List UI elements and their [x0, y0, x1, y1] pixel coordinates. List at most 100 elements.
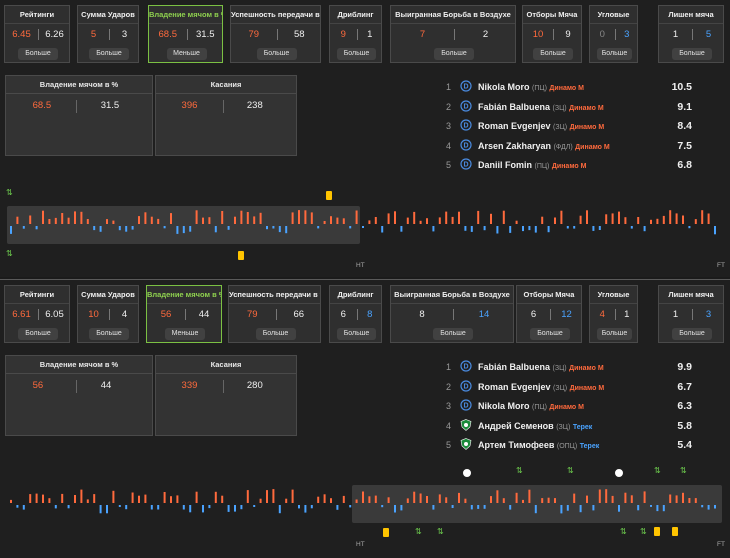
more-button[interactable]: Больше — [337, 328, 376, 340]
momentum-bar — [61, 493, 64, 503]
momentum-bar — [214, 226, 217, 233]
momentum-bar — [618, 505, 620, 512]
momentum-bar — [106, 219, 108, 224]
momentum-bar — [330, 216, 332, 224]
terek-logo-icon — [460, 438, 472, 450]
more-button[interactable]: Больше — [597, 328, 632, 340]
momentum-bar — [234, 505, 236, 512]
momentum-bar — [112, 220, 115, 224]
more-button[interactable]: Больше — [337, 48, 376, 60]
player-rank: 1 — [446, 82, 452, 92]
player-name[interactable]: Arsen Zakharyan (ФДЛ) Динамо М — [478, 141, 610, 151]
player-name[interactable]: Roman Evgenjev (ЗЦ) Динамо М — [478, 121, 604, 131]
possession-home-value: 56 — [32, 380, 44, 391]
momentum-bar — [118, 505, 121, 507]
stat-divider — [692, 309, 693, 320]
player-row[interactable]: 5 D Daniil Fomin (ПЦ) Динамо М 6.8 — [440, 156, 700, 176]
stat-divider — [109, 29, 110, 40]
momentum-bar — [48, 498, 51, 503]
player-row[interactable]: 4 D Arsen Zakharyan (ФДЛ) Динамо М 7.5 — [440, 137, 700, 157]
stat-title: Дриблинг — [330, 6, 381, 24]
player-name[interactable]: Nikola Moro (ПЦ) Динамо М — [478, 401, 584, 411]
more-button[interactable]: Больше — [530, 328, 570, 340]
stat-away-value: 1 — [367, 29, 373, 40]
more-button[interactable]: Больше — [18, 328, 58, 340]
touches-values: 339 280 — [156, 374, 296, 398]
momentum-bar — [451, 216, 454, 224]
stat-title: Рейтинги — [5, 6, 69, 24]
momentum-bar — [362, 226, 364, 228]
less-button[interactable]: Меньше — [165, 328, 205, 340]
stat-home-value: 4 — [599, 309, 605, 320]
momentum-bar — [477, 505, 480, 509]
player-row[interactable]: 2 D Roman Evgenjev (ЗЦ) Динамо М 6.7 — [440, 378, 700, 398]
momentum-bar — [170, 213, 172, 224]
player-row[interactable]: 4 Андрей Семенов (ЗЦ) Терек 5.8 — [440, 417, 700, 437]
player-row[interactable]: 2 D Fabián Balbuena (ЗЦ) Динамо М 9.1 — [440, 98, 700, 118]
player-row[interactable]: 1 D Fabián Balbuena (ЗЦ) Динамо М 9.9 — [440, 358, 700, 378]
momentum-bar — [438, 217, 441, 224]
more-button[interactable]: Больше — [18, 48, 58, 60]
player-team: Терек — [572, 423, 593, 431]
player-name[interactable]: Fabián Balbuena (ЗЦ) Динамо М — [478, 362, 604, 372]
player-row[interactable]: 3 D Nikola Moro (ПЦ) Динамо М 6.3 — [440, 397, 700, 417]
momentum-bar — [464, 498, 467, 503]
momentum-bar — [464, 226, 467, 231]
more-button[interactable]: Больше — [433, 328, 473, 340]
momentum-bar — [490, 496, 492, 503]
more-button[interactable]: Больше — [89, 328, 129, 340]
more-button[interactable]: Больше — [434, 48, 474, 60]
stat-card-2: Владение мячом в % 68.5 31.5 Меньше — [148, 5, 223, 63]
player-name[interactable]: Артем Тимофеев (ОПЦ) Терек — [478, 440, 599, 450]
momentum-bar — [394, 505, 396, 513]
divider — [222, 380, 224, 393]
top-players-list: 1 D Nikola Moro (ПЦ) Динамо М 10.5 2 D Fabián … — [440, 78, 700, 176]
stat-values: 79 66 — [229, 304, 320, 326]
dinamo-logo-icon: D — [460, 138, 472, 151]
momentum-bars — [10, 489, 716, 514]
svg-text:D: D — [463, 84, 468, 91]
svg-text:D: D — [463, 103, 468, 110]
player-row[interactable]: 5 Артем Тимофеев (ОПЦ) Терек 5.4 — [440, 436, 700, 456]
momentum-bar — [381, 505, 384, 508]
player-position: (ОПЦ) — [556, 443, 578, 450]
momentum-bar — [368, 496, 371, 503]
momentum-bar — [502, 210, 505, 224]
stat-card-2: Владение мячом в % 56 44 Меньше — [146, 285, 222, 343]
momentum-bar — [202, 217, 204, 224]
player-team: Динамо М — [569, 365, 604, 372]
dinamo-logo-icon: D — [460, 158, 472, 170]
momentum-bar — [266, 490, 268, 503]
more-button[interactable]: Больше — [256, 48, 297, 60]
more-button[interactable]: Больше — [597, 48, 632, 60]
less-button[interactable]: Меньше — [166, 48, 207, 60]
stat-card-3: Успешность передачи в % 79 58 Больше — [230, 5, 321, 63]
player-row[interactable]: 3 D Roman Evgenjev (ЗЦ) Динамо М 8.4 — [440, 117, 700, 137]
player-row[interactable]: 1 D Nikola Moro (ПЦ) Динамо М 10.5 — [440, 78, 700, 98]
momentum-bar — [362, 491, 364, 503]
player-name[interactable]: Nikola Moro (ПЦ) Динамо М — [478, 82, 584, 92]
more-button[interactable]: Больше — [672, 328, 712, 340]
player-name[interactable]: Roman Evgenjev (ЗЦ) Динамо М — [478, 382, 604, 392]
possession-box: Владение мячом в % 56 44 — [5, 355, 153, 436]
svg-text:D: D — [463, 364, 468, 371]
more-button[interactable]: Больше — [533, 48, 573, 60]
momentum-bar — [208, 505, 211, 509]
more-button[interactable]: Больше — [89, 48, 129, 60]
substitution-icon: ⇅ — [6, 249, 13, 258]
stat-card-4: Дриблинг 6 8 Больше — [329, 285, 382, 343]
player-rating: 9.9 — [677, 361, 692, 373]
player-rank: 4 — [446, 420, 452, 431]
momentum-bar — [573, 226, 576, 229]
stat-values: 6.45 6.26 — [5, 24, 69, 46]
player-name[interactable]: Андрей Семенов (ЗЦ) Терек — [478, 421, 592, 431]
player-name[interactable]: Fabián Balbuena (ЗЦ) Динамо М — [478, 102, 604, 112]
more-button[interactable]: Больше — [255, 328, 296, 340]
momentum-bar — [470, 226, 473, 232]
dinamo-logo-icon: D — [460, 379, 472, 392]
momentum-bar — [54, 505, 57, 509]
dinamo-logo-icon: D — [460, 119, 472, 131]
player-name[interactable]: Daniil Fomin (ПЦ) Динамо М — [478, 160, 586, 170]
more-button[interactable]: Больше — [672, 48, 712, 60]
